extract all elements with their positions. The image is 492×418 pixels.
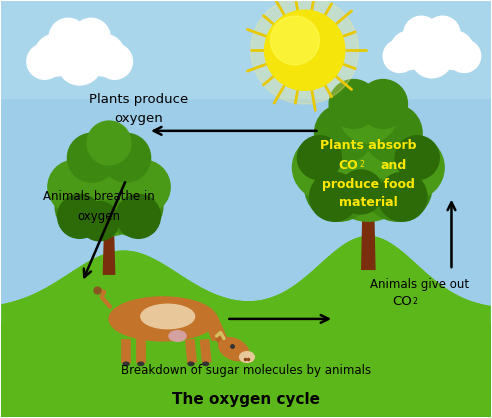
Circle shape: [102, 133, 151, 182]
Circle shape: [364, 153, 432, 221]
Circle shape: [364, 104, 422, 163]
Polygon shape: [202, 314, 229, 341]
Polygon shape: [361, 201, 376, 270]
Text: Plants produce: Plants produce: [89, 93, 188, 106]
Circle shape: [383, 40, 416, 72]
Text: Breakdown of sugar molecules by animals: Breakdown of sugar molecules by animals: [121, 364, 371, 377]
Circle shape: [271, 16, 319, 65]
Circle shape: [297, 136, 341, 180]
Circle shape: [324, 133, 412, 221]
Circle shape: [404, 16, 439, 51]
Circle shape: [435, 31, 474, 69]
Circle shape: [309, 172, 359, 221]
Circle shape: [265, 10, 345, 90]
Circle shape: [395, 136, 439, 180]
Ellipse shape: [138, 362, 144, 366]
Ellipse shape: [169, 331, 186, 342]
Circle shape: [87, 121, 131, 165]
Text: Animals breathe in: Animals breathe in: [43, 190, 155, 203]
Polygon shape: [1, 236, 491, 417]
Circle shape: [332, 107, 405, 180]
Circle shape: [251, 0, 359, 104]
Ellipse shape: [216, 333, 227, 346]
Circle shape: [97, 44, 132, 79]
Circle shape: [70, 158, 148, 236]
Text: CO: CO: [393, 295, 412, 308]
Polygon shape: [1, 1, 491, 99]
Text: $_2$: $_2$: [359, 159, 365, 171]
Circle shape: [58, 41, 102, 85]
Circle shape: [49, 18, 87, 56]
Text: Plants absorb: Plants absorb: [320, 139, 417, 152]
Circle shape: [116, 194, 160, 238]
Circle shape: [77, 136, 141, 199]
Circle shape: [339, 84, 398, 143]
Ellipse shape: [203, 362, 209, 366]
Circle shape: [67, 133, 116, 182]
Polygon shape: [1, 324, 491, 417]
Text: oxygen: oxygen: [78, 210, 121, 223]
Circle shape: [104, 177, 163, 236]
Circle shape: [80, 201, 119, 241]
Circle shape: [407, 20, 457, 69]
Circle shape: [116, 160, 170, 214]
Polygon shape: [1, 236, 491, 417]
Circle shape: [411, 37, 453, 78]
Polygon shape: [103, 221, 116, 275]
Ellipse shape: [219, 338, 249, 361]
Circle shape: [27, 44, 62, 79]
Text: and: and: [380, 158, 407, 171]
Circle shape: [53, 22, 106, 75]
Circle shape: [339, 170, 383, 214]
Circle shape: [72, 18, 110, 56]
Text: CO: CO: [339, 158, 359, 171]
Circle shape: [48, 160, 102, 214]
Text: material: material: [339, 196, 398, 209]
Ellipse shape: [141, 304, 195, 329]
Circle shape: [378, 172, 427, 221]
Circle shape: [448, 40, 481, 72]
Circle shape: [380, 136, 444, 199]
Circle shape: [55, 177, 114, 236]
Polygon shape: [1, 1, 491, 329]
Ellipse shape: [240, 352, 254, 362]
Circle shape: [58, 194, 102, 238]
Circle shape: [83, 34, 125, 76]
Ellipse shape: [109, 297, 216, 341]
Circle shape: [292, 136, 356, 199]
Text: $_2$: $_2$: [412, 296, 419, 308]
Circle shape: [359, 79, 407, 128]
Circle shape: [329, 79, 378, 128]
Ellipse shape: [123, 362, 129, 366]
Text: oxygen: oxygen: [114, 112, 163, 125]
Circle shape: [425, 16, 460, 51]
Circle shape: [390, 31, 429, 69]
Circle shape: [34, 34, 76, 76]
Ellipse shape: [188, 362, 194, 366]
Text: The oxygen cycle: The oxygen cycle: [172, 392, 320, 407]
Circle shape: [314, 104, 373, 163]
Text: produce food: produce food: [322, 178, 415, 191]
Circle shape: [305, 153, 373, 221]
Text: Animals give out: Animals give out: [370, 278, 469, 291]
